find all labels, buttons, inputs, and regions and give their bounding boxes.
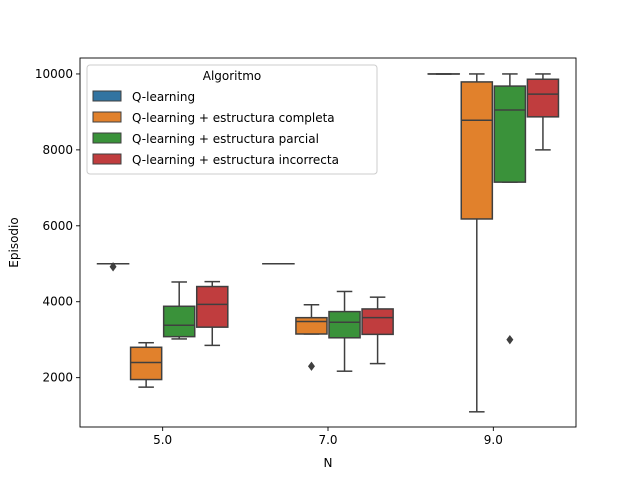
x-tick-label: 7.0 — [318, 433, 337, 447]
box-body — [493, 85, 527, 183]
box-body — [129, 346, 163, 381]
box-3-2 — [526, 73, 560, 151]
outlier-point — [307, 361, 315, 371]
legend: Algoritmo Q-learning Q-learning + estruct… — [86, 64, 378, 175]
legend-title: Algoritmo — [203, 69, 262, 83]
box-2-2 — [493, 73, 527, 345]
legend-swatch — [92, 111, 122, 123]
legend-label: Q-learning + estructura completa — [132, 111, 335, 125]
box-body — [295, 316, 328, 335]
box-1-2 — [460, 73, 494, 413]
y-tick-label: 8000 — [42, 143, 73, 157]
plot-area — [79, 57, 577, 428]
box-2-0 — [162, 281, 196, 340]
legend-label: Q-learning + estructura incorrecta — [132, 153, 339, 167]
legend-entries: Q-learning Q-learning + estructura comple… — [92, 90, 339, 167]
y-tick-label: 6000 — [42, 219, 73, 233]
legend-swatch — [92, 90, 122, 102]
box-2-1 — [328, 290, 361, 372]
box-body — [162, 305, 196, 338]
box-body — [361, 308, 394, 336]
boxes-layer — [96, 73, 560, 413]
legend-swatch — [92, 153, 122, 165]
y-axis-label: Episodio — [7, 217, 21, 267]
x-tick-label: 5.0 — [153, 433, 172, 447]
y-tick-label: 10000 — [35, 67, 73, 81]
outlier-point — [109, 262, 117, 272]
box-body — [526, 78, 560, 118]
x-axis-label: N — [324, 456, 333, 470]
legend-label: Q-learning + estructura parcial — [132, 132, 319, 146]
box-0-0 — [96, 262, 130, 272]
box-3-0 — [195, 280, 229, 347]
box-3-1 — [361, 296, 394, 365]
x-axis: 5.0 7.0 9.0 — [153, 427, 503, 447]
y-tick-label: 4000 — [42, 295, 73, 309]
box-body — [460, 81, 494, 220]
outlier-point — [506, 335, 514, 345]
box-1-0 — [129, 341, 163, 388]
box-1-1 — [295, 304, 328, 371]
legend-swatch — [92, 132, 122, 144]
box-body — [195, 285, 229, 328]
y-axis: 2000 4000 6000 8000 10000 — [35, 67, 80, 385]
legend-label: Q-learning — [132, 90, 195, 104]
box-body — [328, 310, 361, 339]
x-tick-label: 9.0 — [484, 433, 503, 447]
legend-frame — [86, 64, 378, 175]
y-tick-label: 2000 — [42, 371, 73, 385]
